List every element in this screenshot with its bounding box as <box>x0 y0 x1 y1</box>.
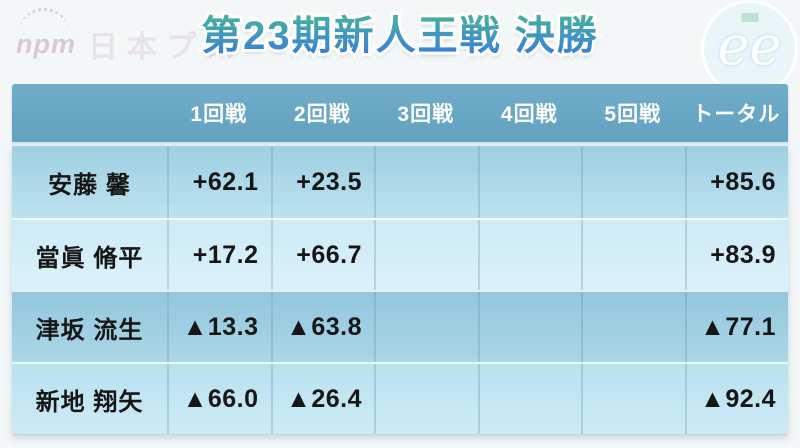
score-cell-round-4 <box>477 220 582 290</box>
score-cell-round-5 <box>581 364 685 434</box>
player-name: 安藤 馨 <box>48 171 131 199</box>
score-table: 1回戦 2回戦 3回戦 4回戦 5回戦 トータル 安藤 馨 +62.1 +23.… <box>12 84 788 435</box>
total-cell: ▲92.4 <box>684 364 789 434</box>
table-body: 安藤 馨 +62.1 +23.5 +85.6 當眞 脩平 +17.2 +66.7… <box>12 146 788 435</box>
total-cell: +85.6 <box>684 146 789 218</box>
column-header-round-3: 3回戦 <box>397 103 455 126</box>
table-row: 安藤 馨 +62.1 +23.5 +85.6 <box>12 146 788 218</box>
player-name: 新地 翔矢 <box>35 388 144 416</box>
player-name: 津坂 流生 <box>35 316 144 344</box>
score-cell-round-5 <box>581 292 685 362</box>
column-header-total: トータル <box>692 103 781 126</box>
page-title-text: 第23期新人王戦 決勝 <box>201 10 599 62</box>
page-title: 第23期新人王戦 決勝 第23期新人王戦 決勝 <box>0 10 800 62</box>
column-header-round-4: 4回戦 <box>500 103 558 126</box>
page-title-outline: 第23期新人王戦 決勝 <box>198 11 600 61</box>
score-cell-round-1: +17.2 <box>167 220 271 290</box>
player-name: 當眞 脩平 <box>35 244 144 272</box>
score-cell-round-2: +66.7 <box>270 220 375 290</box>
column-header-round-2: 2回戦 <box>293 103 351 126</box>
score-cell-round-5 <box>581 220 685 290</box>
table-row: 津坂 流生 ▲13.3 ▲63.8 ▲77.1 <box>12 290 788 362</box>
npm-watermark-text: 日本プロ <box>88 31 244 64</box>
npm-association-watermark: npm 日本プロ <box>16 8 244 66</box>
score-cell-round-5 <box>581 146 685 218</box>
npm-dotted-arc-icon <box>18 8 70 34</box>
table-row: 當眞 脩平 +17.2 +66.7 +83.9 <box>12 218 788 290</box>
score-cell-round-1: +62.1 <box>167 146 271 218</box>
score-cell-round-2: ▲63.8 <box>270 292 375 362</box>
total-cell: +83.9 <box>684 220 789 290</box>
total-cell: ▲77.1 <box>684 292 789 362</box>
score-cell-round-3 <box>374 220 478 290</box>
score-cell-round-4 <box>477 146 582 218</box>
score-cell-round-2: ▲26.4 <box>270 364 375 434</box>
score-cell-round-3 <box>374 146 478 218</box>
column-header-round-5: 5回戦 <box>604 103 662 126</box>
table-row: 新地 翔矢 ▲66.0 ▲26.4 ▲92.4 <box>12 362 788 434</box>
table-header-row: 1回戦 2回戦 3回戦 4回戦 5回戦 トータル <box>12 84 788 142</box>
score-cell-round-4 <box>477 292 582 362</box>
score-cell-round-1: ▲66.0 <box>167 364 271 434</box>
column-header-round-1: 1回戦 <box>190 103 248 126</box>
score-cell-round-2: +23.5 <box>270 146 375 218</box>
score-cell-round-4 <box>477 364 582 434</box>
score-cell-round-1: ▲13.3 <box>167 292 271 362</box>
score-cell-round-3 <box>374 364 478 434</box>
ee-flag-icon <box>740 12 759 23</box>
ee-logo-text: ee <box>717 13 782 77</box>
score-cell-round-3 <box>374 292 478 362</box>
